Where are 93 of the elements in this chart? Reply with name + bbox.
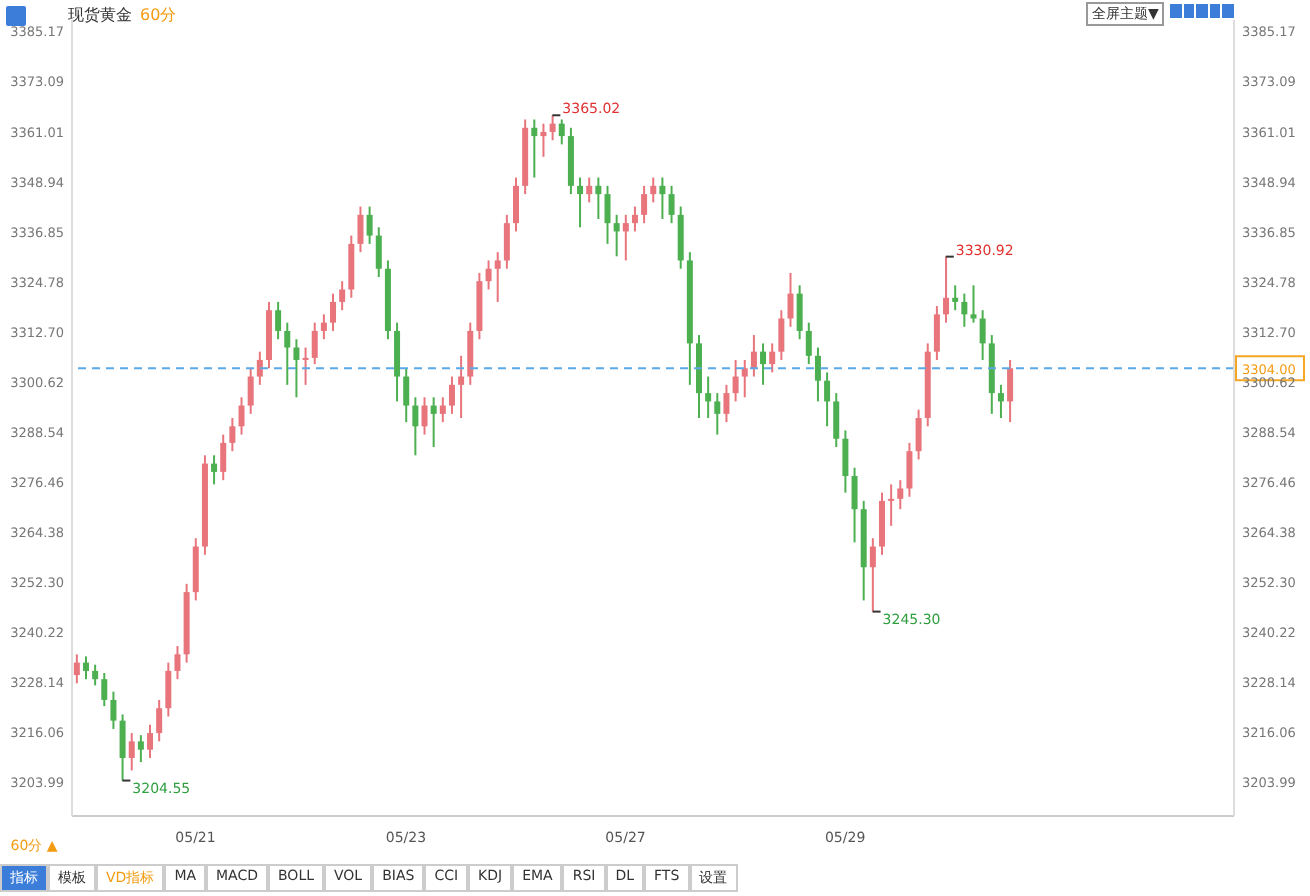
candlestick (540, 122, 547, 158)
candlestick (430, 396, 437, 449)
candlestick (943, 255, 950, 324)
candlestick (503, 213, 510, 270)
candlestick (851, 466, 858, 544)
candlestick (842, 429, 849, 494)
candlestick (92, 663, 99, 687)
candlestick (906, 441, 913, 498)
candlestick (156, 698, 163, 743)
candlestick (741, 358, 748, 399)
candlestick (320, 313, 327, 341)
candlestick (366, 205, 373, 245)
candlestick (659, 176, 666, 220)
candlestick (705, 375, 712, 419)
candlestick (165, 661, 172, 718)
candlestick (101, 671, 108, 708)
candlestick (604, 184, 611, 245)
candlestick (760, 342, 767, 386)
candlestick (147, 723, 154, 759)
candlestick (247, 367, 254, 415)
candlestick (192, 537, 199, 602)
candlestick (284, 321, 291, 386)
candlestick (613, 213, 620, 258)
candlestick (229, 417, 236, 453)
candlestick (961, 292, 968, 328)
candlestick (750, 334, 757, 378)
candlestick (448, 375, 455, 415)
candlestick (531, 118, 538, 179)
candlestick (787, 271, 794, 328)
candlestick (833, 392, 840, 449)
candlestick (439, 396, 446, 424)
candlestick (375, 226, 382, 279)
candlestick (778, 309, 785, 361)
candlestick (220, 433, 227, 482)
candlestick (513, 176, 520, 233)
candlestick (293, 338, 300, 399)
candlestick (650, 176, 657, 204)
candlestick (302, 346, 309, 386)
candlestick (814, 346, 821, 403)
candlestick (549, 114, 556, 142)
candlestick (824, 371, 831, 428)
candlestick (339, 280, 346, 312)
candlestick (586, 176, 593, 204)
candlestick (421, 396, 428, 436)
candlestick (622, 213, 629, 262)
chart-title: 现货黄金 (68, 6, 132, 24)
candlestick (256, 350, 263, 386)
candlestick (119, 713, 126, 782)
candlestick (805, 321, 812, 366)
candlestick (997, 383, 1004, 419)
candlestick (595, 176, 602, 220)
candlestick (879, 491, 885, 556)
candlestick (970, 284, 977, 324)
candlestick (357, 205, 364, 254)
candlestick (110, 690, 117, 730)
candlestick (577, 176, 584, 229)
candlestick (485, 259, 492, 291)
candlestick (915, 408, 922, 461)
chart-subtitle: 60分 (140, 6, 177, 24)
candlestick (494, 251, 501, 303)
candlestick (82, 655, 89, 681)
candlestick (458, 354, 465, 419)
candlestick (238, 396, 245, 436)
candlestick (888, 483, 895, 527)
candlestick (677, 205, 684, 270)
candlestick (330, 292, 337, 332)
candlestick (897, 479, 904, 511)
candlestick (979, 309, 986, 361)
candlestick (211, 454, 218, 486)
candlestick (128, 732, 135, 772)
candlestick (631, 205, 638, 233)
candlestick (1007, 358, 1014, 424)
candlestick (467, 321, 474, 386)
candlestick (403, 367, 410, 424)
candlestick (732, 358, 739, 403)
candlestick (952, 284, 959, 312)
candlestick (769, 342, 776, 374)
candlestick (311, 321, 318, 366)
candlestick (668, 184, 675, 225)
candlestick (137, 734, 144, 764)
candlestick (723, 383, 730, 424)
candlestick (796, 284, 803, 341)
candlestick (174, 645, 181, 681)
candlestick (73, 653, 80, 685)
candlestick (641, 184, 648, 225)
candlestick (714, 392, 721, 436)
candlestick (558, 118, 565, 146)
candlestick (869, 537, 876, 613)
candlestick (412, 396, 419, 457)
candlestick (275, 300, 282, 341)
candlestick (394, 321, 401, 403)
candlestick (348, 234, 355, 299)
candlestick (933, 305, 940, 361)
